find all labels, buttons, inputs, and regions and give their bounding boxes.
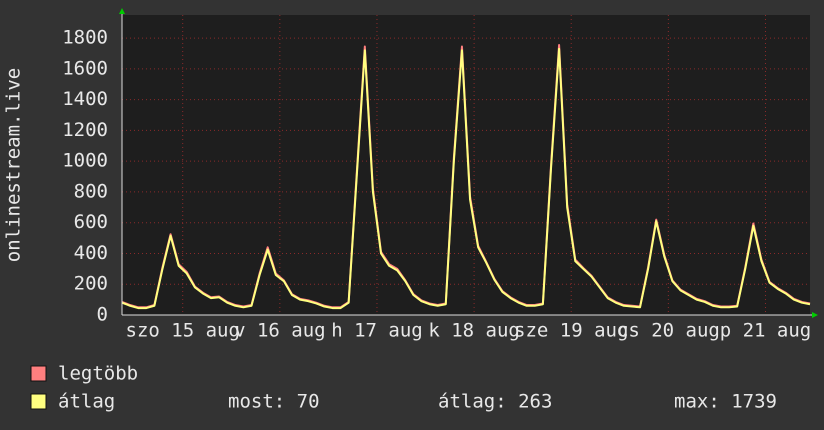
- x-tick-label: cs 20 aug: [617, 320, 720, 342]
- x-tick-label: szo 15 aug: [126, 320, 240, 342]
- x-tick-label: k 18 aug: [428, 320, 520, 342]
- x-tick-label: sze 19 aug: [514, 320, 628, 342]
- y-tick-label: 200: [74, 273, 108, 295]
- y-tick-label: 1800: [62, 27, 108, 49]
- y-tick-label: 400: [74, 242, 108, 264]
- y-tick-label: 1200: [62, 119, 108, 141]
- axis-arrow: [812, 312, 818, 318]
- legend-label: legtöbb: [58, 363, 138, 385]
- stat: most: 70: [228, 391, 320, 413]
- legend-swatch: [30, 365, 47, 382]
- y-tick-label: 1600: [62, 57, 108, 79]
- plot-area: [122, 15, 810, 315]
- y-tick-label: 800: [74, 180, 108, 202]
- lines: [121, 44, 811, 310]
- stat: max: 1739: [674, 391, 777, 413]
- y-tick-label: 1000: [62, 150, 108, 172]
- y-tick-label: 1400: [62, 88, 108, 110]
- x-tick-label: v 16 aug: [234, 320, 326, 342]
- y-axis-label: onlinestream.live: [3, 68, 25, 262]
- legend-swatch: [30, 393, 47, 410]
- legend: legtöbb átlag most: 70 átlag: 263 max: 1739: [30, 363, 777, 413]
- series-line: [121, 47, 811, 310]
- y-tick-label: 600: [74, 211, 108, 233]
- x-tick-label: h 17 aug: [331, 320, 423, 342]
- legend-label: átlag: [58, 391, 115, 413]
- x-tick-label: p 21 aug: [720, 320, 812, 342]
- y-tick-label: 0: [97, 304, 108, 326]
- stat: átlag: 263: [438, 391, 552, 413]
- axis-arrow: [119, 8, 125, 14]
